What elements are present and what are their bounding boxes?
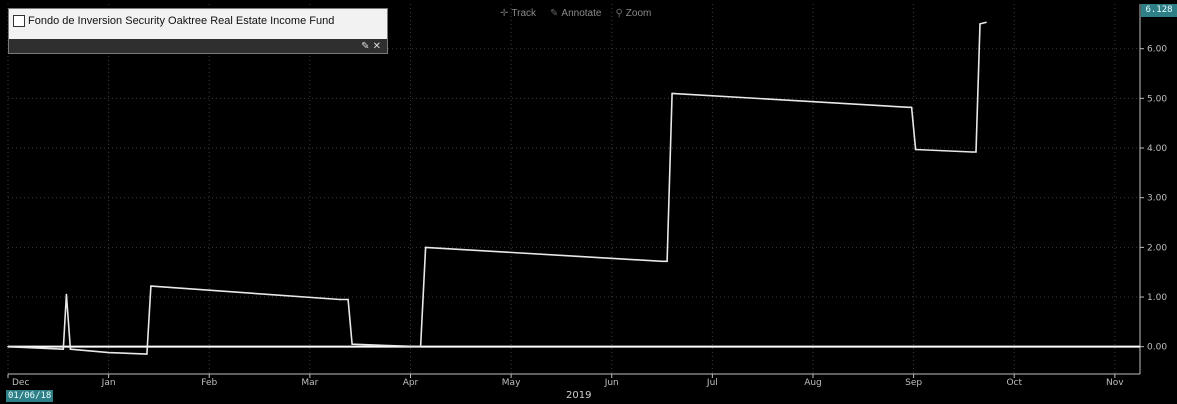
series-point-14 — [671, 92, 673, 95]
series-point-17 — [914, 148, 917, 151]
magnifier-icon: ⚲ — [615, 8, 623, 19]
series-point-18 — [971, 151, 973, 153]
track-button[interactable]: ✛ Track — [500, 8, 536, 19]
y-tick-label-3: 3.00 — [1147, 194, 1167, 204]
y-tick-label-4: 4.00 — [1147, 144, 1167, 154]
series-point-15 — [907, 106, 910, 109]
series-point-11 — [424, 246, 427, 249]
axes — [8, 4, 1141, 375]
annotate-button[interactable]: ✎ Annotate — [550, 8, 601, 19]
zoom-label: Zoom — [625, 8, 652, 19]
y-tick-label-0: 0.00 — [1147, 343, 1167, 353]
last-value-badge: 6.128 — [1141, 4, 1177, 17]
series-point-5 — [146, 353, 148, 355]
x-tick-label-3: Mar — [301, 378, 318, 388]
series-point-19 — [975, 151, 977, 153]
x-tick-label-11: Nov — [1106, 378, 1124, 388]
x-tick-label-7: Jul — [706, 378, 718, 388]
zoom-button[interactable]: ⚲ Zoom — [615, 8, 651, 19]
annotate-label: Annotate — [561, 8, 602, 19]
legend-footer: ✎ ✕ — [9, 39, 387, 53]
series-point-20 — [979, 23, 981, 25]
series-point-1 — [62, 348, 65, 350]
x-tick-label-4: Apr — [403, 378, 419, 388]
series-layer — [7, 21, 987, 355]
y-tick-label-2: 2.00 — [1147, 243, 1167, 253]
legend-checkbox[interactable] — [13, 15, 25, 27]
legend-row[interactable]: Fondo de Inversion Security Oaktree Real… — [13, 15, 334, 27]
y-tick-label-6: 6.00 — [1147, 45, 1167, 55]
series-point-6 — [150, 285, 152, 287]
series-point-16 — [910, 106, 913, 109]
legend-edit-close-icons[interactable]: ✎ ✕ — [361, 41, 381, 52]
y-axis-ticks: 0.00 1.00 2.00 3.00 4.00 5.00 6.00 — [1140, 45, 1167, 353]
series-point-4 — [107, 351, 110, 354]
x-tick-label-1: Jan — [101, 378, 116, 388]
series-point-3 — [69, 348, 72, 350]
chart-toolbar: ✛ Track ✎ Annotate ⚲ Zoom — [500, 8, 651, 19]
pencil-icon: ✎ — [550, 8, 559, 19]
series-line-0 — [7, 21, 987, 355]
x-tick-label-5: May — [502, 378, 521, 388]
start-date-badge: 01/06/18 — [6, 390, 54, 402]
crosshair-icon: ✛ — [500, 8, 509, 19]
x-tick-label-10: Oct — [1006, 378, 1022, 388]
track-label: Track — [511, 8, 537, 19]
legend-series-name: Fondo de Inversion Security Oaktree Real… — [28, 15, 335, 27]
x-axis-ticks: Dec Jan Feb Mar Apr May Jun Jul Aug Sep Oct Nov — [7, 374, 1124, 388]
y-tick-label-5: 5.00 — [1147, 94, 1167, 104]
x-tick-label-0: Dec — [12, 378, 29, 388]
series-point-0 — [7, 345, 9, 348]
series-point-21 — [985, 21, 987, 24]
series-point-8 — [347, 298, 349, 301]
series-point-12 — [661, 260, 663, 263]
x-tick-label-6: Jun — [604, 378, 619, 388]
x-tick-label-8: Aug — [804, 378, 822, 388]
x-tick-label-2: Feb — [201, 378, 217, 388]
series-point-7 — [339, 298, 341, 301]
x-axis-year-label: 2019 — [566, 390, 592, 401]
y-tick-label-1: 1.00 — [1147, 293, 1167, 303]
series-point-9 — [351, 343, 353, 346]
series-point-13 — [666, 260, 668, 263]
legend-box[interactable]: Fondo de Inversion Security Oaktree Real… — [8, 8, 388, 54]
x-tick-label-9: Sep — [905, 378, 922, 388]
series-point-2 — [65, 293, 68, 296]
series-point-10 — [419, 345, 422, 348]
